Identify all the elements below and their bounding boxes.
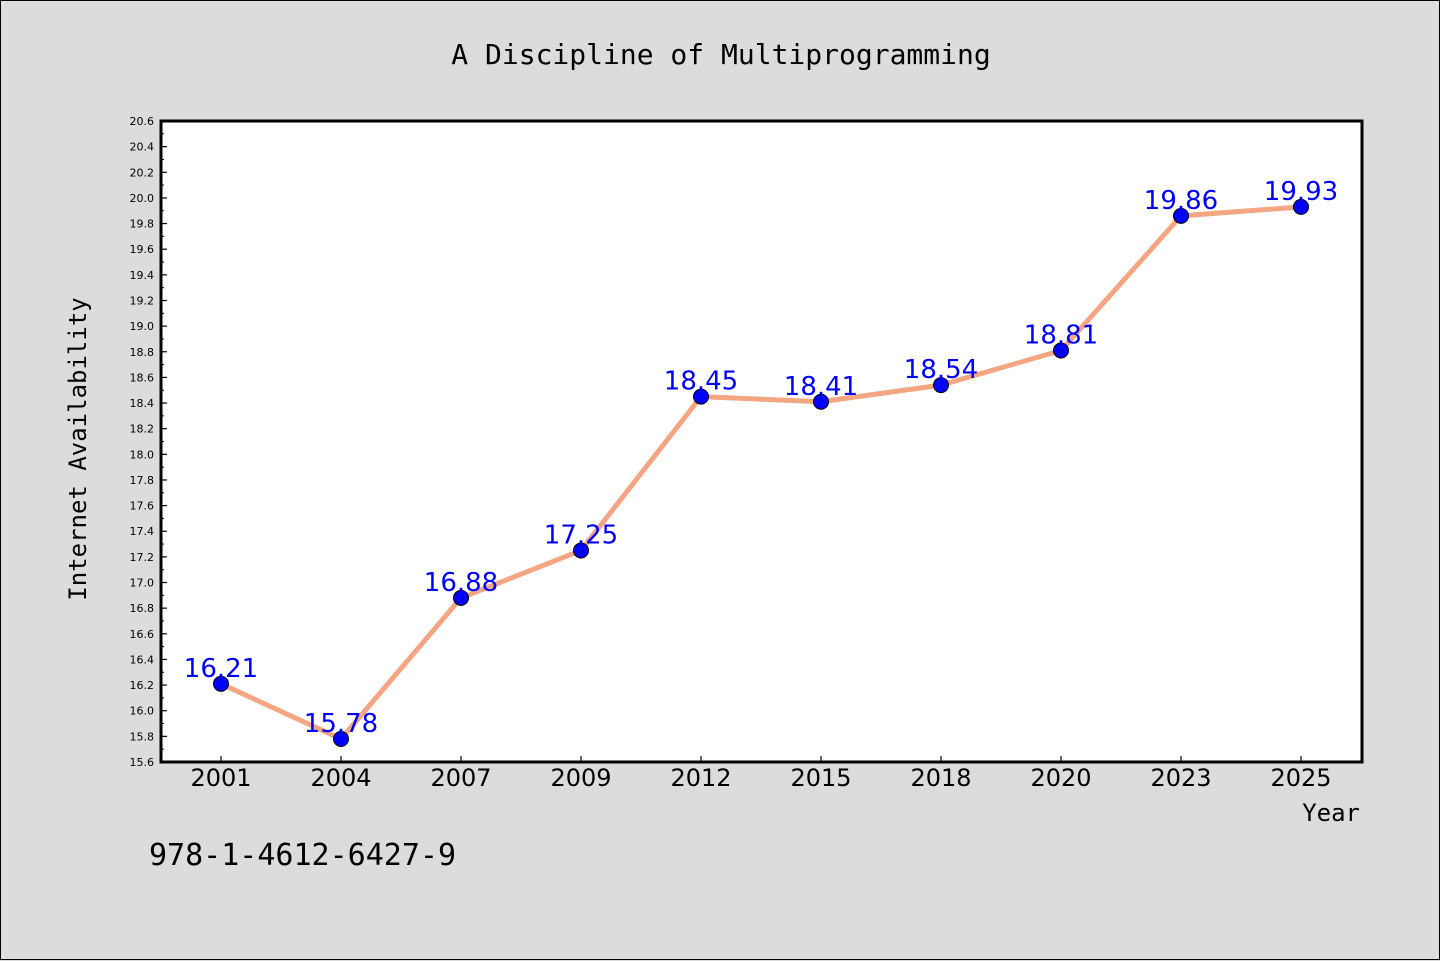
x-tick-label: 2020 xyxy=(1030,764,1091,792)
data-point-marker xyxy=(573,542,589,559)
plot-area xyxy=(161,121,1362,762)
data-point-marker xyxy=(693,388,709,405)
x-tick-label: 2018 xyxy=(910,764,971,792)
y-tick-label: 15.6 xyxy=(130,756,155,769)
y-tick-label: 18.2 xyxy=(130,423,155,436)
y-tick-label: 15.8 xyxy=(130,730,155,743)
data-point-marker xyxy=(453,589,469,606)
y-tick-label: 16.2 xyxy=(130,679,155,692)
data-label: 18.41 xyxy=(784,372,858,402)
y-tick-label: 17.4 xyxy=(130,525,155,538)
x-tick-label: 2025 xyxy=(1270,764,1331,792)
y-tick-label: 19.4 xyxy=(130,269,155,282)
x-tick-label: 2007 xyxy=(430,764,491,792)
y-axis-label: Internet Availability xyxy=(64,297,92,600)
data-label: 16.21 xyxy=(184,654,258,684)
footnote-isbn: 978-1-4612-6427-9 xyxy=(149,838,456,873)
y-tick-label: 17.0 xyxy=(130,577,155,590)
x-tick-label: 2012 xyxy=(670,764,731,792)
y-tick-label: 19.8 xyxy=(130,218,155,231)
data-label: 16.88 xyxy=(424,568,498,598)
data-label: 17.25 xyxy=(544,520,618,550)
y-tick-label: 17.8 xyxy=(130,474,155,487)
plot-border xyxy=(159,119,1364,764)
y-tick-label: 17.6 xyxy=(130,500,155,513)
x-tick-label: 2015 xyxy=(790,764,851,792)
y-tick-label: 18.8 xyxy=(130,346,155,359)
y-tick-label: 20.6 xyxy=(130,115,155,128)
y-tick-label: 16.0 xyxy=(130,705,155,718)
y-tick-label: 18.6 xyxy=(130,371,155,384)
y-tick-label: 16.6 xyxy=(130,628,155,641)
series-line xyxy=(218,204,1304,742)
data-point-marker xyxy=(1053,342,1069,359)
data-point-marker xyxy=(333,730,349,747)
x-tick-label: 2004 xyxy=(310,764,371,792)
y-tick-label: 19.6 xyxy=(130,243,155,256)
y-tick-label: 18.4 xyxy=(130,397,155,410)
data-label: 19.86 xyxy=(1144,186,1218,216)
data-label: 19.93 xyxy=(1264,177,1338,207)
y-tick-label: 17.2 xyxy=(130,551,155,564)
chart-title: A Discipline of Multiprogramming xyxy=(451,38,990,71)
y-tick-label: 16.4 xyxy=(130,653,155,666)
y-tick-label: 20.4 xyxy=(130,141,155,154)
data-label: 18.54 xyxy=(904,355,978,385)
y-tick-label: 19.2 xyxy=(130,294,155,307)
data-label: 18.45 xyxy=(664,367,738,397)
y-axis-ticks: 15.6 15.8 16.0 16.2 16.4 16.6 16.8 17.0 17.2 17.4… xyxy=(130,115,167,769)
x-tick-label: 2023 xyxy=(1150,764,1211,792)
data-point-marker xyxy=(813,393,829,410)
data-point-marker xyxy=(1173,207,1189,224)
x-axis-label: Year xyxy=(1302,799,1360,827)
data-point-marker xyxy=(213,675,229,692)
x-tick-label: 2009 xyxy=(550,764,611,792)
data-label: 15.78 xyxy=(304,709,378,739)
y-tick-label: 20.0 xyxy=(130,192,155,205)
series-layer: 16.21 15.78 16.88 17.25 18.45 18.41 18.54 18.81… xyxy=(184,177,1338,747)
y-tick-label: 16.8 xyxy=(130,602,155,615)
y-tick-label: 18.0 xyxy=(130,448,155,461)
y-tick-label: 19.0 xyxy=(130,320,155,333)
x-axis-ticks: 2001 2004 2007 2009 2012 2015 2018 2020 2023 2025 xyxy=(190,756,1332,792)
data-label: 18.81 xyxy=(1024,320,1098,350)
data-point-marker xyxy=(1293,198,1309,215)
y-tick-label: 20.2 xyxy=(130,166,155,179)
x-tick-label: 2001 xyxy=(190,764,251,792)
data-point-marker xyxy=(933,377,949,394)
